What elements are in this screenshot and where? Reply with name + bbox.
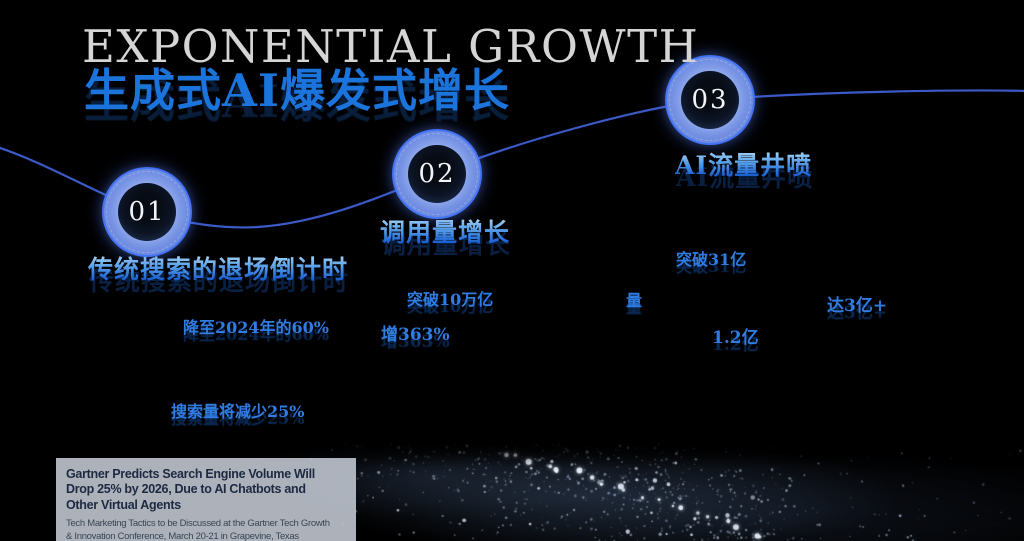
milestone-circle-02: 02 <box>392 129 482 219</box>
stat-milestone1-line1: 降至2024年的60% <box>183 318 330 337</box>
milestone-circle-01: 01 <box>102 167 192 257</box>
milestone-heading-1: 传统搜索的退场倒计时 传统搜索的退场倒计时 <box>88 250 349 296</box>
heading-ghost: 调用量增长 <box>381 225 511 261</box>
heading-text: AI流量井喷 <box>675 151 813 180</box>
milestone-circle-03: 03 <box>665 55 755 145</box>
stat-milestone3-line3: 1.2亿 <box>712 328 759 348</box>
milestone-heading-2: 调用量增长 调用量增长 <box>380 213 511 259</box>
page-title: EXPONENTIAL GROWTH <box>82 20 700 73</box>
stat-milestone1-line2: 搜索量将减少25% <box>171 402 305 421</box>
citation-headline: Gartner Predicts Search Engine Volume Wi… <box>66 467 315 512</box>
heading-ghost: AI流量井喷 <box>676 158 813 194</box>
citation-box: Gartner Predicts Search Engine Volume Wi… <box>56 458 356 541</box>
circle-tick-ring <box>669 59 751 141</box>
stat-milestone3-line2: 达3亿+ <box>827 296 888 316</box>
circle-tick-ring <box>106 171 188 253</box>
stat-milestone2-line1: 突破10万亿 <box>407 290 494 309</box>
heading-ghost: 传统搜索的退场倒计时 <box>89 262 349 298</box>
citation-detail: Tech Marketing Tactics to be Discussed a… <box>66 517 330 541</box>
page-subtitle: 生成式AI爆发式增长 <box>84 64 510 117</box>
stat-milestone3-line1: 突破31亿 <box>676 250 747 269</box>
heading-text: 传统搜索的退场倒计时 <box>88 255 349 284</box>
milestone-heading-3: AI流量井喷 AI流量井喷 <box>675 146 813 192</box>
circle-tick-ring <box>396 133 478 215</box>
stray-transition-glyph: 量 <box>626 291 643 310</box>
heading-text: 调用量增长 <box>380 218 511 247</box>
stat-milestone2-line2: 增363% <box>381 325 450 345</box>
